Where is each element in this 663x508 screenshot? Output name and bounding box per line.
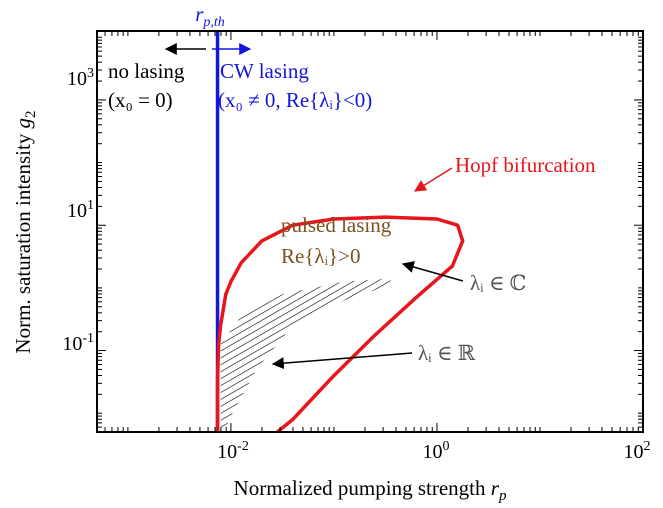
complex-eigenvalue-arrow bbox=[401, 261, 464, 282]
x-tick-labels: 10-2 100 102 bbox=[217, 439, 650, 463]
x-tick-label-2: 100 bbox=[423, 439, 450, 463]
real-eigenvalue-label: λᵢ ∈ ℝ bbox=[418, 341, 476, 365]
x-axis-title: Normalized pumping strength rp bbox=[234, 476, 507, 504]
complex-eigenvalue-label: λᵢ ∈ ℂ bbox=[470, 271, 526, 295]
cw-lasing-condition: (x₀ ≠ 0, Re{λᵢ}<0) bbox=[218, 88, 372, 112]
real-eigenvalue-arrow bbox=[271, 352, 413, 370]
y-tick-label-3: 103 bbox=[67, 66, 94, 90]
y-tick-label-2: 101 bbox=[67, 198, 94, 222]
hopf-bifurcation-arrow bbox=[413, 167, 453, 192]
tick-marks bbox=[97, 31, 644, 432]
x-tick-label-1: 10-2 bbox=[217, 439, 249, 463]
threshold-label: rp,th bbox=[195, 2, 225, 30]
cw-lasing-label: CW lasing bbox=[220, 59, 309, 83]
pulsed-lasing-label: pulsed lasing bbox=[281, 213, 392, 237]
y-tick-label-1: 10-1 bbox=[62, 331, 94, 355]
x-tick-label-3: 102 bbox=[624, 439, 651, 463]
y-tick-labels: 10-1 101 103 bbox=[62, 66, 94, 355]
hopf-bifurcation-curve bbox=[215, 215, 465, 432]
hatched-real-eigenvalue-region bbox=[220, 278, 391, 432]
no-lasing-label: no lasing bbox=[108, 59, 185, 83]
hopf-bifurcation-label: Hopf bifurcation bbox=[455, 153, 596, 177]
y-axis-title: Norm. saturation intensity g2 bbox=[11, 110, 39, 353]
pulsed-lasing-condition: Re{λᵢ}>0 bbox=[281, 244, 360, 268]
no-lasing-condition: (x₀ = 0) bbox=[108, 88, 173, 112]
